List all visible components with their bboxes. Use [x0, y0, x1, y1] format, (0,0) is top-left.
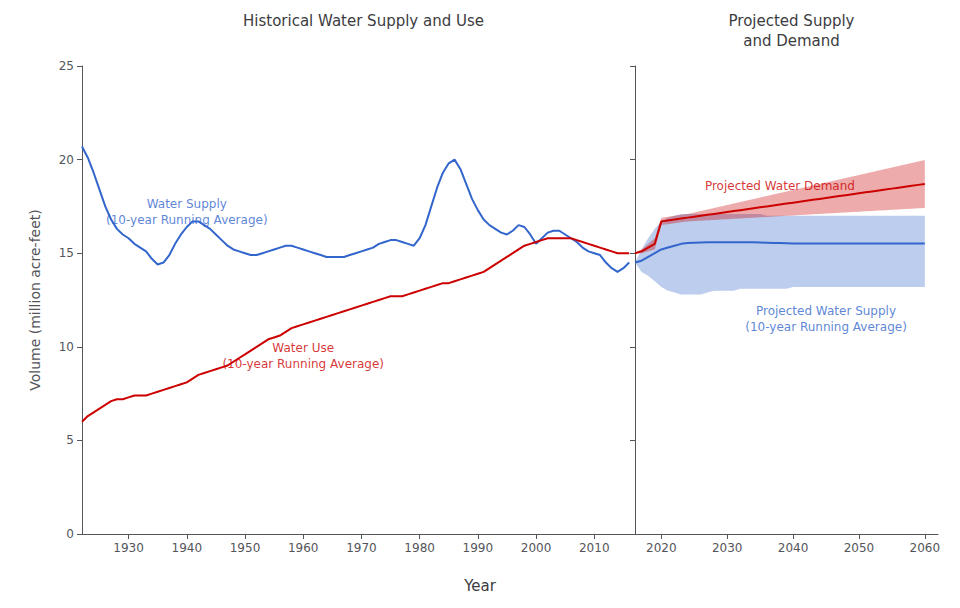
svg-text:Year: Year — [463, 577, 497, 595]
svg-text:(10-year Running Average): (10-year Running Average) — [745, 320, 907, 334]
svg-text:2040: 2040 — [778, 541, 809, 555]
svg-text:20: 20 — [59, 153, 74, 167]
svg-text:1940: 1940 — [172, 541, 203, 555]
svg-text:0: 0 — [66, 527, 74, 541]
svg-text:Projected Supply: Projected Supply — [729, 12, 855, 30]
svg-text:1960: 1960 — [288, 541, 319, 555]
svg-text:2030: 2030 — [712, 541, 743, 555]
svg-text:5: 5 — [66, 433, 74, 447]
svg-text:Volume (million acre-feet): Volume (million acre-feet) — [27, 209, 43, 391]
svg-text:Historical Water Supply and Us: Historical Water Supply and Use — [243, 12, 484, 30]
svg-text:Water Use: Water Use — [272, 341, 334, 355]
svg-text:2010: 2010 — [579, 541, 610, 555]
svg-text:1950: 1950 — [230, 541, 261, 555]
svg-text:2020: 2020 — [646, 541, 677, 555]
svg-text:2050: 2050 — [844, 541, 875, 555]
svg-text:1970: 1970 — [346, 541, 377, 555]
svg-text:Projected Water Demand: Projected Water Demand — [705, 179, 855, 193]
svg-text:Water Supply: Water Supply — [147, 197, 227, 211]
svg-text:1930: 1930 — [113, 541, 144, 555]
svg-text:1980: 1980 — [404, 541, 435, 555]
svg-text:2060: 2060 — [910, 541, 941, 555]
svg-text:10: 10 — [59, 340, 74, 354]
svg-text:25: 25 — [59, 59, 74, 73]
svg-text:(10-year Running Average): (10-year Running Average) — [106, 213, 268, 227]
svg-text:and Demand: and Demand — [743, 32, 840, 50]
svg-text:2000: 2000 — [521, 541, 552, 555]
svg-text:Projected Water Supply: Projected Water Supply — [756, 304, 896, 318]
svg-text:1990: 1990 — [463, 541, 494, 555]
svg-text:(10-year Running Average): (10-year Running Average) — [222, 357, 384, 371]
svg-text:15: 15 — [59, 246, 74, 260]
